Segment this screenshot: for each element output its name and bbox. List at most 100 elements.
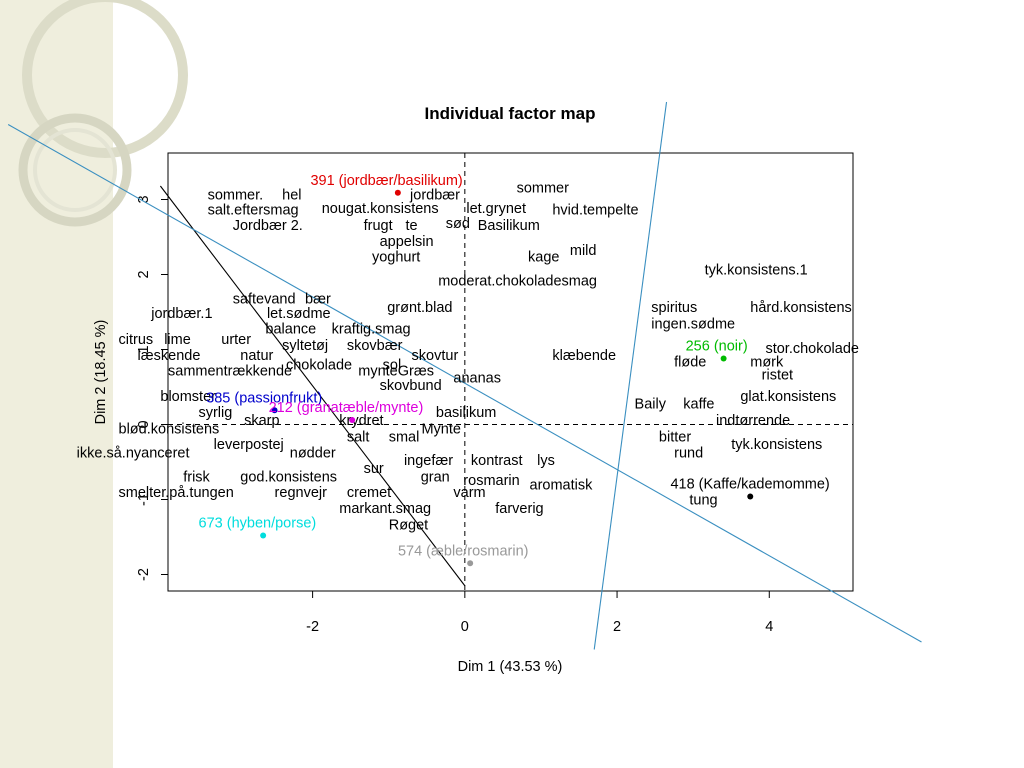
decorative-ring-large bbox=[22, 0, 188, 158]
variable-label: indtørrende bbox=[716, 413, 790, 429]
variable-label: blomster bbox=[160, 389, 216, 405]
y-tick-label: 0 bbox=[136, 420, 152, 428]
variable-label: gran bbox=[421, 469, 450, 485]
variable-label: Røget bbox=[389, 517, 429, 533]
y-tick-label: -1 bbox=[136, 493, 152, 506]
diagonal-blue-1-line bbox=[7, 124, 922, 643]
individual-point-label: 385 (passionfrukt) bbox=[206, 390, 322, 406]
variable-label: nougat.konsistens bbox=[322, 201, 439, 217]
variable-label: mynteGræs bbox=[358, 364, 434, 380]
individual-point-label: 256 (noir) bbox=[686, 339, 748, 355]
variable-label: bitter bbox=[659, 430, 691, 446]
diagonal-black-line bbox=[159, 185, 466, 587]
variable-label: ananas bbox=[453, 370, 501, 386]
variable-label: stor.chokolade bbox=[765, 341, 859, 357]
individual-point-label: 574 (æble/rosmarin) bbox=[398, 543, 529, 559]
individual-points: 391 (jordbær/basilikum) 256 (noir) 385 (pa… bbox=[199, 173, 830, 567]
variable-label: te bbox=[405, 218, 417, 234]
variable-label: hård.konsistens bbox=[750, 300, 852, 316]
variable-label: leverpostej bbox=[214, 437, 284, 453]
plot-area bbox=[167, 152, 854, 592]
variable-label: mørk bbox=[750, 355, 784, 371]
variable-label: læskende bbox=[138, 348, 201, 364]
variable-label: sammentrækkende bbox=[168, 364, 292, 380]
variable-label: tyk.konsistens bbox=[731, 437, 822, 453]
variable-label: urter bbox=[221, 332, 251, 348]
variable-label: ristet bbox=[762, 367, 793, 383]
variable-label: varm bbox=[453, 485, 485, 501]
variable-label: let.sødme bbox=[267, 306, 331, 322]
decorative-ring-mid bbox=[18, 113, 132, 227]
decorative-side-band bbox=[0, 0, 113, 768]
variable-label: chokolade bbox=[286, 358, 352, 374]
variable-label: sur bbox=[364, 461, 384, 477]
overlay-lines bbox=[7, 101, 922, 650]
x-tick-label: -2 bbox=[306, 619, 319, 635]
variable-label: lime bbox=[164, 332, 191, 348]
variable-label: natur bbox=[240, 348, 273, 364]
variable-label: Jordbær 2. bbox=[233, 218, 303, 234]
variable-label: glat.konsistens bbox=[740, 389, 836, 405]
individual-point bbox=[720, 355, 727, 362]
y-tick-label: 1 bbox=[136, 345, 152, 353]
variable-label: kaffe bbox=[683, 397, 714, 413]
individual-point-label: 212 (granatæble/mynte) bbox=[269, 400, 424, 416]
variable-label: aromatisk bbox=[530, 478, 594, 494]
variable-label: nødder bbox=[290, 445, 336, 461]
variable-label: skovtur bbox=[412, 348, 459, 364]
variable-label: jordbær.1 bbox=[150, 306, 212, 322]
individual-point bbox=[394, 189, 401, 196]
individual-point bbox=[747, 493, 754, 500]
variable-label: smelter.på.tungen bbox=[119, 485, 234, 501]
variable-label: basilikum bbox=[436, 405, 496, 421]
variable-label: cremet bbox=[347, 485, 391, 501]
variable-label: moderat.chokoladesmag bbox=[438, 274, 597, 290]
variable-label: hvid.tempelte bbox=[552, 202, 638, 218]
variable-label: grønt.blad bbox=[387, 300, 452, 316]
variable-label: let.grynet bbox=[466, 201, 526, 217]
x-tick-label: 2 bbox=[613, 619, 621, 635]
individual-point-label: 391 (jordbær/basilikum) bbox=[310, 173, 462, 189]
y-axis-title: Dim 2 (18.45 %) bbox=[93, 320, 109, 425]
variable-label: skarp bbox=[244, 413, 279, 429]
variable-label: citrus bbox=[119, 332, 154, 348]
individual-point bbox=[349, 417, 356, 423]
variable-label: ingen.sødme bbox=[651, 316, 735, 332]
variable-label: sommer. bbox=[208, 187, 264, 203]
individual-point-label: 418 (Kaffe/kademomme) bbox=[670, 477, 829, 493]
variable-label: kage bbox=[528, 250, 559, 266]
variable-label: sød bbox=[446, 216, 470, 232]
x-axis-title: Dim 1 (43.53 %) bbox=[458, 659, 563, 675]
variable-label: frisk bbox=[183, 469, 210, 485]
variable-label: smal bbox=[389, 430, 420, 446]
variable-label: frugt bbox=[364, 218, 393, 234]
individual-point bbox=[260, 532, 267, 539]
variable-label: farverig bbox=[495, 501, 543, 517]
decorative-ring-small bbox=[33, 128, 117, 212]
variable-label: klæbende bbox=[552, 348, 616, 364]
variable-label: saftevand bbox=[233, 292, 296, 308]
individual-point-label: 673 (hyben/porse) bbox=[199, 516, 317, 532]
variable-label: ikke.så.nyanceret bbox=[77, 445, 190, 461]
y-axis-ticks: -2 -1 0 1 2 3 bbox=[136, 195, 168, 581]
variable-label: regnvejr bbox=[275, 485, 328, 501]
variable-label: krydret bbox=[339, 413, 383, 429]
supplementary-labels: sommer sommer. hel jordbær salt.eftersmag nou… bbox=[77, 181, 859, 534]
variable-label: ingefær bbox=[404, 453, 453, 469]
chart-title: Individual factor map bbox=[425, 104, 596, 123]
variable-label: Baily bbox=[635, 397, 667, 413]
variable-label: syltetøj bbox=[282, 338, 328, 354]
variable-label: hel bbox=[282, 187, 301, 203]
variable-label: kontrast bbox=[471, 453, 523, 469]
variable-label: skovbær bbox=[347, 338, 403, 354]
variable-label: salt bbox=[347, 430, 370, 446]
variable-label: rosmarin bbox=[463, 473, 519, 489]
variable-label: markant.smag bbox=[339, 501, 431, 517]
variable-label: spiritus bbox=[651, 300, 697, 316]
variable-label: blød.konsistens bbox=[119, 421, 220, 437]
y-tick-label: -2 bbox=[136, 568, 152, 581]
variable-label: skovbund bbox=[380, 378, 442, 394]
variable-label: fløde bbox=[674, 355, 706, 371]
